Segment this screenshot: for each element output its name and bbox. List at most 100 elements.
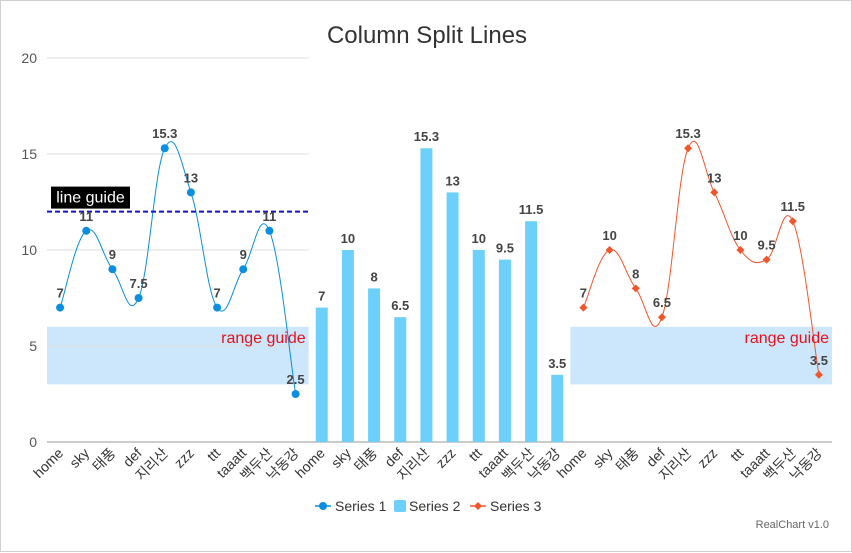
legend-swatch <box>394 500 406 512</box>
x-tick-label: zzz <box>433 445 459 471</box>
series-1-point-7 <box>213 303 222 312</box>
series-2-bar-3 <box>368 288 381 442</box>
x-tick-label: home <box>30 445 66 481</box>
series-2-data-label: 13 <box>445 173 459 188</box>
series-2-bar-5 <box>420 148 433 443</box>
legend-swatch-marker <box>319 502 327 510</box>
series-1-data-label: 11 <box>263 209 277 224</box>
series-3-data-label: 7 <box>580 286 587 301</box>
series-2-data-label: 8 <box>370 269 377 284</box>
chart-title: Column Split Lines <box>327 22 527 49</box>
x-tick-label: 태풍 <box>351 445 381 475</box>
range-guide-band-1 <box>47 326 309 385</box>
series-3-point-9 <box>788 217 797 226</box>
x-tick-label: home <box>553 445 589 481</box>
x-tick-label: home <box>292 445 328 481</box>
x-tick-label: sky <box>590 445 616 471</box>
series-3-data-label: 3.5 <box>810 353 828 368</box>
series-2-bar-9 <box>525 221 538 442</box>
series-2-data-label: 6.5 <box>391 298 409 313</box>
series-2-data-label: 10 <box>472 231 486 246</box>
series-2-data-label: 3.5 <box>548 356 566 371</box>
legend-label: Series 1 <box>335 498 387 514</box>
line-guide-label-box <box>51 186 130 209</box>
series-1-data-label: 13 <box>184 170 198 185</box>
series-1-point-4 <box>134 294 143 302</box>
series-3-data-label: 8 <box>632 266 639 281</box>
x-tick-label: zzz <box>171 445 197 471</box>
series-3-data-label: 10 <box>733 228 747 243</box>
series-2-bar-4 <box>394 317 407 442</box>
series-2-bar-1 <box>315 307 328 442</box>
series-1-point-6 <box>186 188 195 197</box>
series-3-point-5 <box>684 144 693 153</box>
series-1-data-label: 9 <box>109 247 116 262</box>
legend-item-series-2[interactable]: Series 2 <box>394 498 461 514</box>
series-1-point-10 <box>291 390 300 398</box>
series-1-data-label: 7 <box>213 286 220 301</box>
line-guide-label: line guide <box>56 190 125 207</box>
y-tick-label: 10 <box>21 242 37 258</box>
series-3-point-3 <box>631 284 640 293</box>
x-tick-label: 태풍 <box>89 445 119 475</box>
series-1-point-3 <box>108 265 117 274</box>
x-tick-label: sky <box>328 445 354 471</box>
y-tick-label: 20 <box>21 50 37 66</box>
line-guides: range guide range guide line guide <box>47 186 829 347</box>
range-guide-label-2: range guide <box>744 330 829 347</box>
series-2-data-label: 15.3 <box>414 129 439 144</box>
series-3-line <box>582 140 820 375</box>
x-tick-label: 태풍 <box>612 445 642 475</box>
series-3-data-label: 15.3 <box>675 126 700 141</box>
y-tick-label: 15 <box>21 146 37 162</box>
series-2-bar-10 <box>551 374 564 442</box>
series-2-data-label: 10 <box>341 231 355 246</box>
series-2-data-label: 9.5 <box>496 241 514 256</box>
series-3-point-1 <box>579 303 588 312</box>
series-3-data-label: 11.5 <box>780 199 805 214</box>
series-3-data-label: 13 <box>707 170 721 185</box>
series-2-bar-6 <box>446 192 459 442</box>
series-1-point-9 <box>265 226 274 235</box>
x-tick-label: zzz <box>694 445 720 471</box>
legend-label: Series 2 <box>409 498 461 514</box>
series-1-data-label: 7 <box>56 286 63 301</box>
series-1-point-1 <box>56 303 65 312</box>
range-guide-band-2 <box>570 326 832 385</box>
series-1-point-5 <box>160 144 169 153</box>
series-3-point-7 <box>736 246 745 254</box>
legend-item-series-3[interactable]: Series 3 <box>470 498 542 514</box>
series-2-bar-2 <box>341 250 354 442</box>
series-1-data-label: 11 <box>79 209 93 224</box>
series-3-point-2 <box>605 246 614 254</box>
series-1-data-label: 15.3 <box>152 126 177 141</box>
series-3-data-label: 9.5 <box>758 238 776 253</box>
series-2-data-label: 7 <box>318 289 325 304</box>
series-2-bar-7 <box>472 250 485 442</box>
series-3-data-label: 6.5 <box>653 295 671 310</box>
legend-item-series-1[interactable]: Series 1 <box>315 498 387 514</box>
series-2-data-label: 11.5 <box>519 202 544 217</box>
series-1-data-label: 2.5 <box>287 372 305 387</box>
legend-label: Series 3 <box>490 498 542 514</box>
range-guides <box>47 326 832 385</box>
series-3-point-8 <box>762 255 771 264</box>
series-1-data-label: 9 <box>240 247 247 262</box>
credit-text: RealChart v1.0 <box>756 519 829 531</box>
y-tick-label: 0 <box>29 434 37 450</box>
series-1-data-label: 7.5 <box>130 276 148 291</box>
line-series <box>56 140 823 398</box>
x-tick-label: sky <box>66 445 92 471</box>
series-3-point-4 <box>657 313 666 322</box>
series-3-data-label: 10 <box>602 228 616 243</box>
series-1-point-8 <box>239 265 248 274</box>
series-2-bars <box>315 148 564 443</box>
range-guide-label-1: range guide <box>221 330 306 347</box>
legend-swatch-marker <box>474 502 482 510</box>
legend[interactable]: Series 1 Series 2 Series 3 <box>315 498 542 514</box>
series-3-point-10 <box>814 370 823 379</box>
series-1-point-2 <box>82 226 91 235</box>
